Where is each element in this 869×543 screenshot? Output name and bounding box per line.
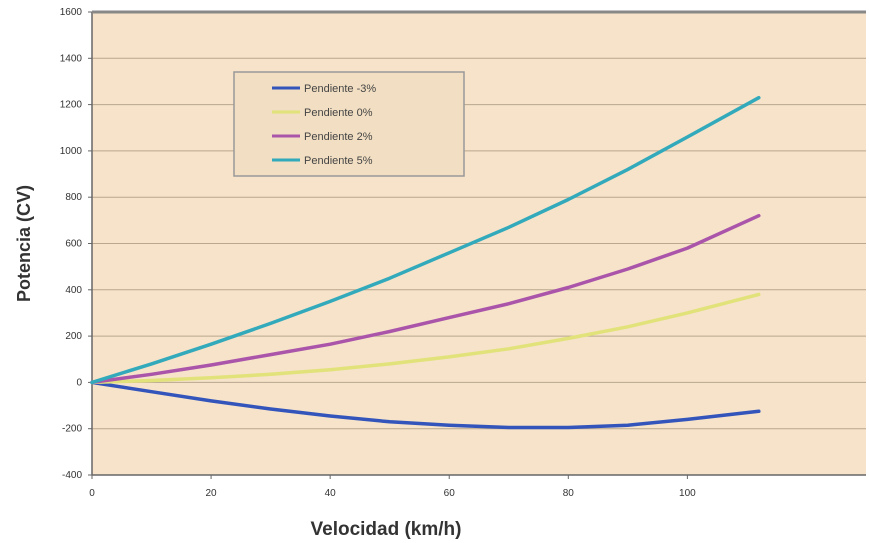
x-tick-label: 20 [206, 488, 218, 499]
y-tick-label: -200 [62, 424, 82, 435]
x-tick-label: 0 [89, 488, 95, 499]
series-line-1 [90, 380, 761, 430]
legend-label: Pendiente 5% [304, 155, 373, 167]
y-tick-label: 400 [65, 285, 82, 296]
series-line-4 [90, 95, 761, 385]
y-tick-label: 1600 [60, 7, 83, 18]
y-tick-label: 0 [76, 377, 82, 388]
y-tick-label: 1200 [60, 100, 83, 111]
y-tick-label: 800 [65, 192, 82, 203]
x-tick-label: 80 [563, 488, 575, 499]
y-tick-label: 200 [65, 331, 82, 342]
series-line-3 [90, 213, 761, 385]
series-lines [90, 95, 761, 430]
y-axis-title: Potencia (CV) [14, 185, 34, 302]
axes: -400 -200 0 200 400 600 800 1000 1200 1400 1600 0 20… [60, 7, 866, 499]
legend: Pendiente -3% Pendiente 0% Pendiente 2% Pen… [233, 71, 465, 177]
x-axis-title: Velocidad (km/h) [311, 519, 462, 540]
y-tick-label: -400 [62, 470, 82, 481]
x-tick-label: 40 [325, 488, 337, 499]
y-tick-label: 600 [65, 239, 82, 250]
x-tick-label: 60 [444, 488, 456, 499]
legend-label: Pendiente 0% [304, 107, 373, 119]
y-tick-label: 1400 [60, 53, 83, 64]
legend-label: Pendiente 2% [304, 131, 373, 143]
series-line-2 [90, 292, 761, 385]
y-tick-label: 1000 [60, 146, 83, 157]
x-tick-label: 100 [679, 488, 696, 499]
legend-label: Pendiente -3% [304, 83, 376, 95]
